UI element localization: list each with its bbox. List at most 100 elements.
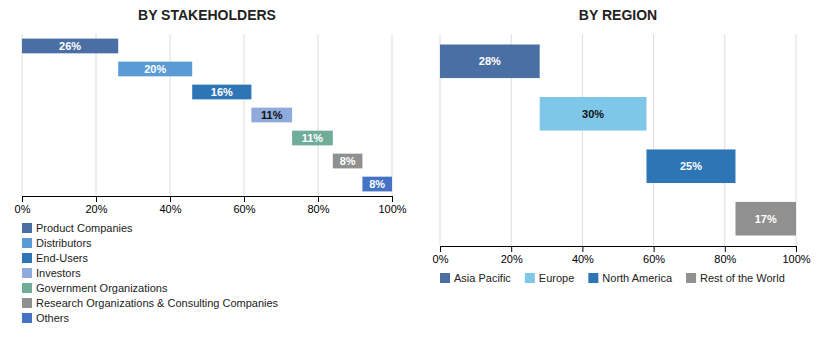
legend-label: Rest of the World bbox=[700, 272, 785, 284]
grid bbox=[22, 34, 392, 196]
legend-swatch bbox=[525, 273, 535, 283]
x-tick-mark bbox=[392, 196, 393, 202]
x-tick-mark bbox=[22, 196, 23, 202]
legend-swatch bbox=[22, 313, 32, 323]
x-tick: 40% bbox=[572, 246, 594, 265]
legend-swatch bbox=[440, 273, 450, 283]
x-tick-label: 40% bbox=[572, 253, 594, 265]
legend-label: Investors bbox=[36, 267, 81, 279]
bar bbox=[22, 39, 118, 54]
x-tick-mark bbox=[244, 196, 245, 202]
x-tick-mark bbox=[96, 196, 97, 202]
legend: Asia Pacific Europe North America Rest of t… bbox=[440, 272, 785, 284]
x-tick: 80% bbox=[307, 196, 329, 215]
x-tick-label: 60% bbox=[233, 203, 255, 215]
data-label: 17% bbox=[755, 213, 777, 225]
bar bbox=[540, 97, 647, 131]
legend-item: North America bbox=[588, 272, 673, 284]
legend-swatch bbox=[588, 273, 598, 283]
x-tick: 100% bbox=[378, 196, 406, 215]
x-tick: 60% bbox=[233, 196, 255, 215]
grid-line bbox=[244, 34, 245, 196]
grid-line bbox=[653, 34, 654, 246]
x-tick-label: 80% bbox=[714, 253, 736, 265]
legend-swatch bbox=[22, 268, 32, 278]
x-tick-label: 20% bbox=[85, 203, 107, 215]
data-label: 11% bbox=[302, 132, 324, 144]
data-labels: 26% 20% 16% 11% 11% 8% 8% bbox=[59, 40, 385, 190]
legend-swatch bbox=[22, 253, 32, 263]
panel: BY REGION28%30%25%17%0%20%40%60%80%100%A… bbox=[433, 7, 811, 284]
x-tick: 20% bbox=[85, 196, 107, 215]
data-label: 11% bbox=[261, 109, 283, 121]
x-tick: 0% bbox=[15, 196, 31, 215]
x-tick-mark bbox=[318, 196, 319, 202]
legend-item: Distributors bbox=[22, 237, 92, 249]
legend-item: Europe bbox=[525, 272, 574, 284]
x-axis-line bbox=[441, 246, 797, 247]
grid-line bbox=[582, 34, 583, 246]
bar bbox=[192, 85, 251, 100]
data-label: 16% bbox=[211, 86, 233, 98]
legend-swatch bbox=[22, 238, 32, 248]
legend-label: Asia Pacific bbox=[454, 272, 511, 284]
legend-swatch bbox=[22, 298, 32, 308]
grid-line bbox=[392, 34, 393, 196]
legend-label: North America bbox=[602, 272, 673, 284]
legend-label: End-Users bbox=[36, 252, 88, 264]
data-label: 20% bbox=[144, 63, 166, 75]
x-tick: 60% bbox=[643, 246, 665, 265]
bar bbox=[251, 108, 292, 123]
x-tick: 100% bbox=[782, 246, 810, 265]
data-label: 26% bbox=[59, 40, 81, 52]
x-tick: 20% bbox=[501, 246, 523, 265]
bars bbox=[440, 44, 796, 235]
legend-label: Others bbox=[36, 312, 70, 324]
legend-swatch bbox=[22, 223, 32, 233]
data-label: 28% bbox=[479, 55, 501, 67]
bar bbox=[118, 62, 192, 77]
legend-label: Research Organizations & Consulting Comp… bbox=[36, 297, 279, 309]
data-label: 8% bbox=[369, 178, 385, 190]
bar bbox=[292, 131, 333, 146]
x-tick-label: 60% bbox=[643, 253, 665, 265]
x-tick-mark bbox=[511, 246, 512, 252]
bar bbox=[440, 44, 540, 78]
panel: BY STAKEHOLDERS 26% 20% 16% 11% 11% 8% 8% 0% 20% 4… bbox=[15, 7, 407, 324]
legend-item: End-Users bbox=[22, 252, 88, 264]
legend-label: Europe bbox=[539, 272, 574, 284]
x-tick-mark bbox=[170, 196, 171, 202]
x-axis-line bbox=[23, 196, 393, 197]
bars bbox=[22, 39, 392, 192]
chart-title: BY STAKEHOLDERS bbox=[138, 7, 276, 23]
x-tick: 40% bbox=[159, 196, 181, 215]
legend-item: Asia Pacific bbox=[440, 272, 511, 284]
bar bbox=[333, 154, 363, 169]
x-tick-label: 40% bbox=[159, 203, 181, 215]
x-tick: 80% bbox=[714, 246, 736, 265]
legend-swatch bbox=[686, 273, 696, 283]
grid-line bbox=[170, 34, 171, 196]
data-label: 8% bbox=[340, 155, 356, 167]
data-labels: 28%30%25%17% bbox=[479, 55, 777, 224]
x-tick-label: 80% bbox=[307, 203, 329, 215]
x-tick-label: 0% bbox=[15, 203, 31, 215]
x-tick-label: 0% bbox=[433, 253, 449, 265]
legend-item: Others bbox=[22, 312, 70, 324]
x-axis: 0% 20% 40% 60% 80% 100% bbox=[15, 196, 407, 215]
x-tick-mark bbox=[796, 246, 797, 252]
legend-label: Product Companies bbox=[36, 222, 133, 234]
bar bbox=[735, 202, 796, 236]
x-tick-mark bbox=[582, 246, 583, 252]
x-tick-mark bbox=[440, 246, 441, 252]
legend-label: Distributors bbox=[36, 237, 92, 249]
grid-line bbox=[22, 34, 23, 196]
grid-line bbox=[318, 34, 319, 196]
bar bbox=[362, 177, 392, 192]
legend-item: Rest of the World bbox=[686, 272, 785, 284]
legend: Product Companies Distributors End-Users In… bbox=[22, 222, 279, 324]
x-tick-label: 20% bbox=[501, 253, 523, 265]
grid-line bbox=[724, 34, 725, 246]
x-tick-label: 100% bbox=[782, 253, 810, 265]
bar bbox=[646, 149, 735, 183]
